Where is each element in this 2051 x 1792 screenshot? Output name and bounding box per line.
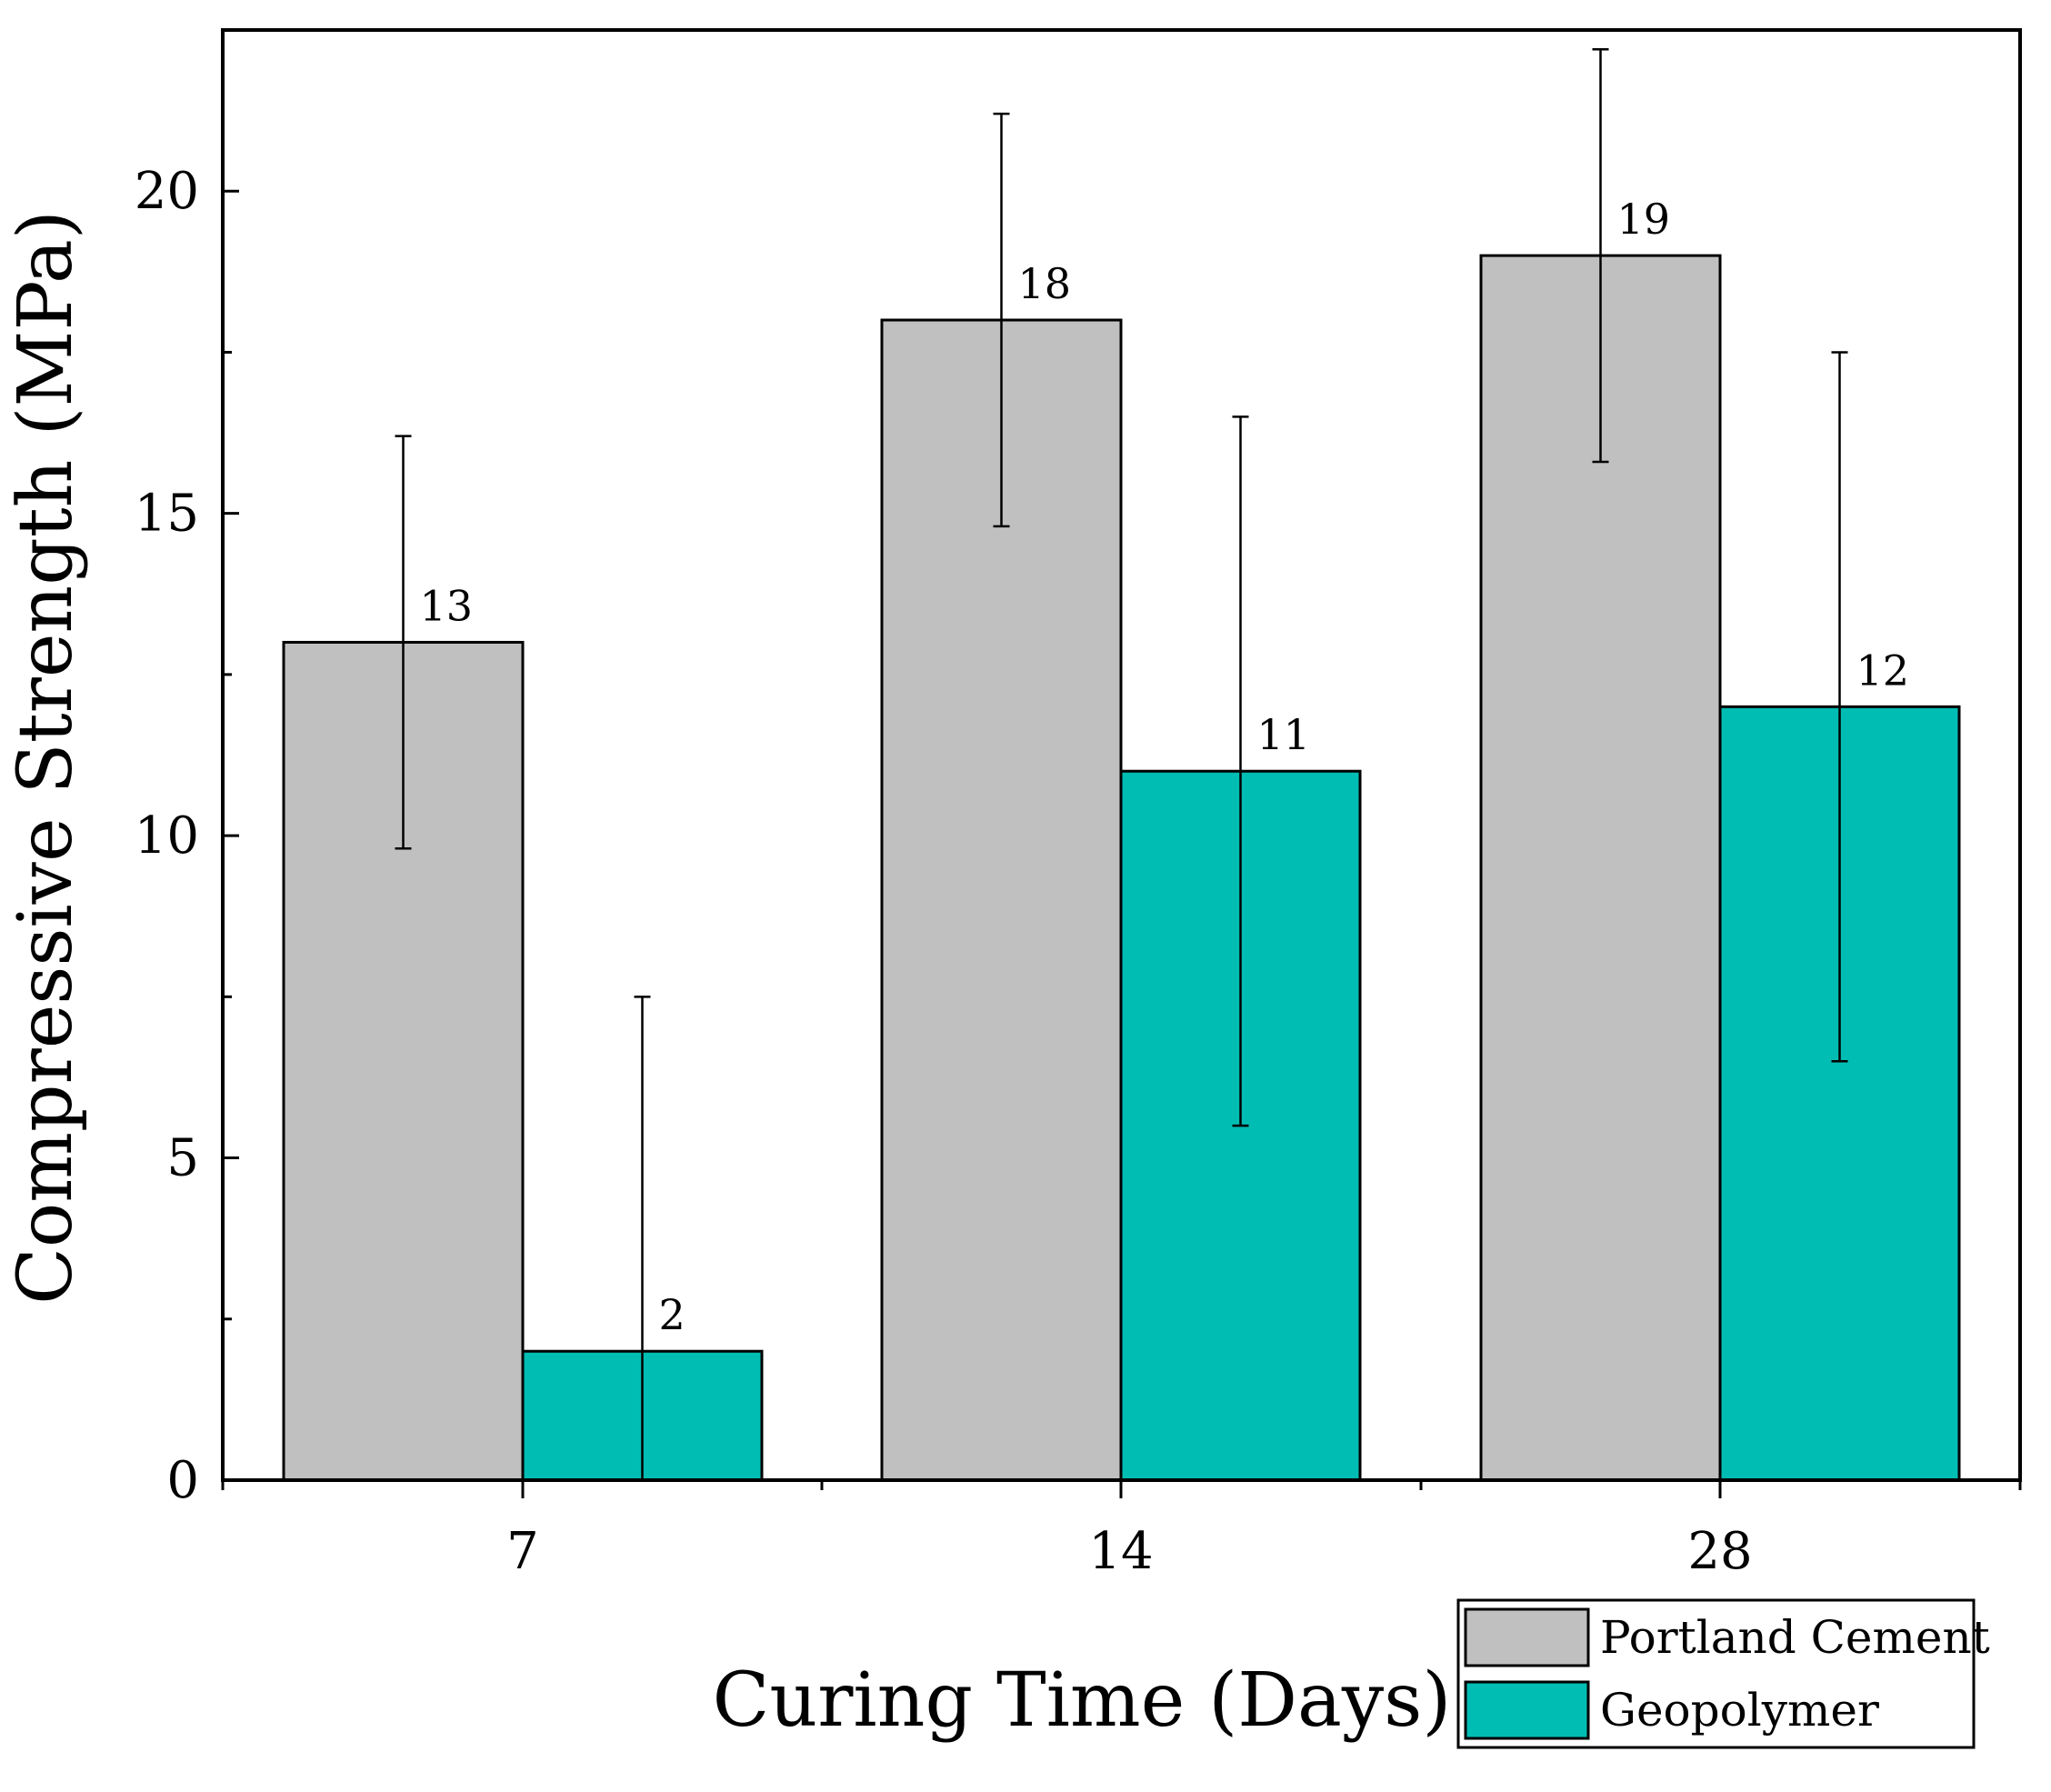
legend-swatch-geopolymer <box>1464 1680 1590 1740</box>
y-tick-label-10: 10 <box>135 806 199 866</box>
y-tick-label-5: 5 <box>166 1129 199 1188</box>
legend-swatch-portland-cement <box>1464 1607 1590 1667</box>
y-tick-label-20: 20 <box>135 162 199 221</box>
legend-label-portland-cement: Portland Cement <box>1600 1611 1990 1664</box>
data-labels-layer: 13 18 19 2 11 12 <box>420 195 1910 1339</box>
axes-layer: 0 5 10 15 20 7 14 28 <box>135 162 2022 1581</box>
x-tick-label-14: 14 <box>1088 1522 1153 1581</box>
y-axis-title: Compressive Strength (MPa) <box>3 210 89 1305</box>
y-tick-label-15: 15 <box>135 485 199 544</box>
data-label-portland-cement-14: 18 <box>1018 259 1072 308</box>
legend-label-geopolymer: Geopolymer <box>1600 1684 1879 1737</box>
y-tick-label-0: 0 <box>166 1451 199 1510</box>
legend: Portland Cement Geopolymer <box>1456 1598 1990 1749</box>
x-axis-title: Curing Time (Days) <box>713 1657 1452 1744</box>
data-label-geopolymer-7: 2 <box>659 1290 685 1339</box>
x-tick-label-28: 28 <box>1687 1522 1752 1581</box>
data-label-portland-cement-28: 19 <box>1617 195 1671 244</box>
data-label-geopolymer-28: 12 <box>1856 646 1910 695</box>
data-label-geopolymer-14: 11 <box>1257 710 1311 759</box>
x-tick-label-7: 7 <box>506 1522 539 1581</box>
bars-layer <box>282 254 1961 1482</box>
data-label-portland-cement-7: 13 <box>420 581 474 630</box>
